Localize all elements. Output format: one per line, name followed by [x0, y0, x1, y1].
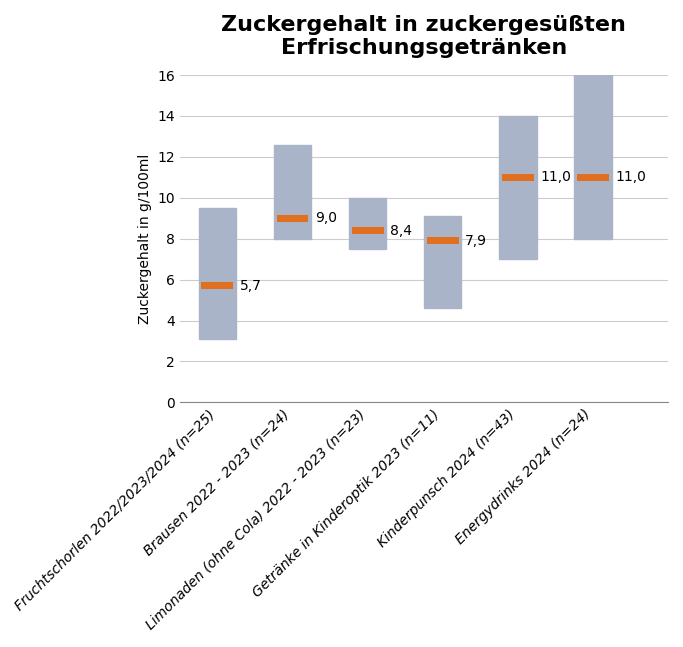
- Bar: [577, 174, 609, 181]
- Text: 11,0: 11,0: [615, 170, 646, 184]
- Text: 9,0: 9,0: [315, 211, 337, 225]
- Bar: [424, 216, 462, 308]
- Bar: [499, 116, 537, 259]
- Y-axis label: Zuckergehalt in g/100ml: Zuckergehalt in g/100ml: [138, 153, 152, 324]
- Bar: [349, 198, 387, 249]
- Text: 11,0: 11,0: [540, 170, 571, 184]
- Bar: [502, 174, 534, 181]
- Text: 7,9: 7,9: [465, 234, 487, 248]
- Bar: [277, 215, 309, 222]
- Title: Zuckergehalt in zuckergesüßten
Erfrischungsgetränken: Zuckergehalt in zuckergesüßten Erfrischu…: [221, 15, 626, 58]
- Bar: [427, 237, 459, 245]
- Text: 8,4: 8,4: [390, 223, 412, 237]
- Bar: [352, 227, 384, 234]
- Bar: [201, 282, 234, 289]
- Bar: [199, 208, 236, 339]
- Bar: [274, 144, 311, 239]
- Bar: [574, 75, 612, 239]
- Text: 5,7: 5,7: [240, 279, 262, 292]
